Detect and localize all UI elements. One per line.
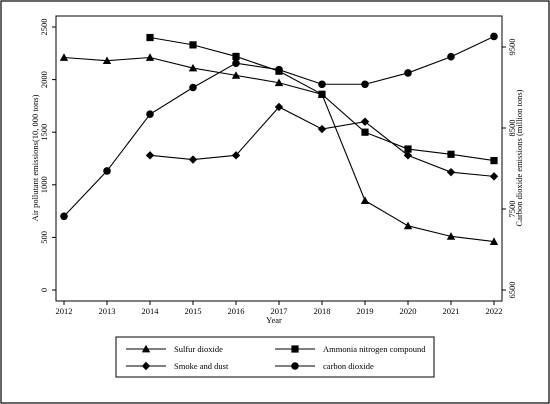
x-tick-label: 2019 <box>357 306 374 316</box>
left-axis: 0 500 1000 1500 2000 2500 <box>39 19 56 292</box>
data-point-ammonia-nitrogen-compound <box>490 157 498 165</box>
data-point-smoke-and-dust <box>274 102 284 112</box>
data-point-ammonia-nitrogen-compound <box>404 145 412 153</box>
data-point-sulfur-dioxide <box>403 221 413 230</box>
data-point-sulfur-dioxide <box>188 63 198 72</box>
data-point-smoke-and-dust <box>231 151 241 160</box>
data-point-sulfur-dioxide <box>231 71 241 79</box>
legend-box <box>115 336 435 378</box>
data-point-ammonia-nitrogen-compound <box>318 90 326 98</box>
left-tick-label: 500 <box>39 231 49 244</box>
series-line-ammonia-nitrogen-compound <box>149 36 495 162</box>
legend-label: carbon dioxide <box>323 361 374 371</box>
data-point-sulfur-dioxide <box>102 56 112 65</box>
data-point-sulfur-dioxide <box>360 196 370 204</box>
legend-label: Sulfur dioxide <box>174 344 223 354</box>
data-point-sulfur-dioxide <box>446 232 456 240</box>
right-tick-label: 9500 <box>507 39 517 56</box>
legend-marker-ammonia-nitrogen-compound <box>291 345 299 353</box>
data-point-carbon-dioxide <box>275 65 283 74</box>
data-point-ammonia-nitrogen-compound <box>447 150 455 158</box>
data-point-carbon-dioxide <box>404 69 412 77</box>
left-tick-label: 1500 <box>39 124 49 141</box>
legend-item-ammonia-nitrogen-compound: Ammonia nitrogen compound <box>275 344 426 354</box>
data-point-ammonia-nitrogen-compound <box>146 33 154 42</box>
legend-item-carbon-dioxide: carbon dioxide <box>275 361 374 371</box>
left-tick-label: 2500 <box>39 19 49 36</box>
right-axis-title: Carbon dioxide emissions (million tons) <box>514 89 524 226</box>
data-point-carbon-dioxide <box>146 110 154 119</box>
series-sulfur-dioxide <box>59 53 499 245</box>
legend-label: Smoke and dust <box>174 361 229 371</box>
data-point-smoke-and-dust <box>317 124 327 134</box>
left-tick-label: 0 <box>39 288 49 292</box>
series-smoke-and-dust <box>145 102 499 181</box>
series-line-smoke-and-dust <box>149 106 495 177</box>
legend-marker-carbon-dioxide <box>291 362 299 370</box>
x-tick-label: 2021 <box>443 306 460 316</box>
series-carbon-dioxide <box>60 32 498 221</box>
x-tick-label: 2014 <box>142 306 160 316</box>
data-point-ammonia-nitrogen-compound <box>189 41 197 49</box>
data-point-smoke-and-dust <box>360 117 370 126</box>
x-axis-title: Year <box>266 315 282 325</box>
data-point-carbon-dioxide <box>60 212 68 221</box>
left-axis-title: Air pollutant emissions(10, 000 tons) <box>30 94 40 221</box>
series-line-carbon-dioxide <box>63 35 495 217</box>
data-point-carbon-dioxide <box>189 83 197 92</box>
data-point-smoke-and-dust <box>145 151 155 160</box>
data-point-sulfur-dioxide <box>489 237 499 245</box>
x-tick-label: 2018 <box>314 306 331 316</box>
data-point-carbon-dioxide <box>490 32 498 41</box>
x-tick-label: 2015 <box>185 306 202 316</box>
data-point-sulfur-dioxide <box>274 78 284 87</box>
x-tick-label: 2016 <box>228 306 245 316</box>
data-point-ammonia-nitrogen-compound <box>232 52 240 61</box>
data-point-smoke-and-dust <box>489 172 499 181</box>
series-layer <box>59 32 499 245</box>
data-point-smoke-and-dust <box>188 155 198 164</box>
x-tick-label: 2022 <box>486 306 503 316</box>
left-tick-label: 1000 <box>39 176 49 193</box>
right-tick-label: 7500 <box>507 201 517 218</box>
x-tick-label: 2012 <box>56 306 73 316</box>
legend: Sulfur dioxide Ammonia nitrogen compound S… <box>126 344 426 371</box>
x-tick-label: 2020 <box>400 306 417 316</box>
data-point-sulfur-dioxide <box>59 53 69 61</box>
x-tick-label: 2013 <box>99 306 116 316</box>
x-tick-label: 2017 <box>271 306 288 316</box>
legend-item-sulfur-dioxide: Sulfur dioxide <box>126 344 223 354</box>
series-ammonia-nitrogen-compound <box>146 33 498 165</box>
legend-marker-sulfur-dioxide <box>141 344 151 353</box>
right-axis: 6500 7500 8500 9500 <box>502 39 517 299</box>
data-point-smoke-and-dust <box>403 151 413 160</box>
legend-item-smoke-and-dust: Smoke and dust <box>126 361 229 371</box>
right-tick-label: 8500 <box>507 120 517 137</box>
data-point-smoke-and-dust <box>446 167 456 177</box>
data-point-sulfur-dioxide <box>145 53 155 61</box>
left-tick-label: 2000 <box>39 71 49 88</box>
data-point-ammonia-nitrogen-compound <box>361 128 369 136</box>
legend-label: Ammonia nitrogen compound <box>323 344 426 354</box>
plot-frame <box>55 15 503 302</box>
data-point-carbon-dioxide <box>318 80 326 89</box>
x-axis: 2012 2013 2014 2015 2016 2017 2018 2019 2020 2021… <box>56 301 503 316</box>
data-point-carbon-dioxide <box>447 52 455 61</box>
data-point-carbon-dioxide <box>232 59 240 67</box>
data-point-carbon-dioxide <box>103 167 111 175</box>
data-point-carbon-dioxide <box>361 80 369 89</box>
right-tick-label: 6500 <box>507 282 517 299</box>
legend-marker-smoke-and-dust <box>141 361 151 371</box>
